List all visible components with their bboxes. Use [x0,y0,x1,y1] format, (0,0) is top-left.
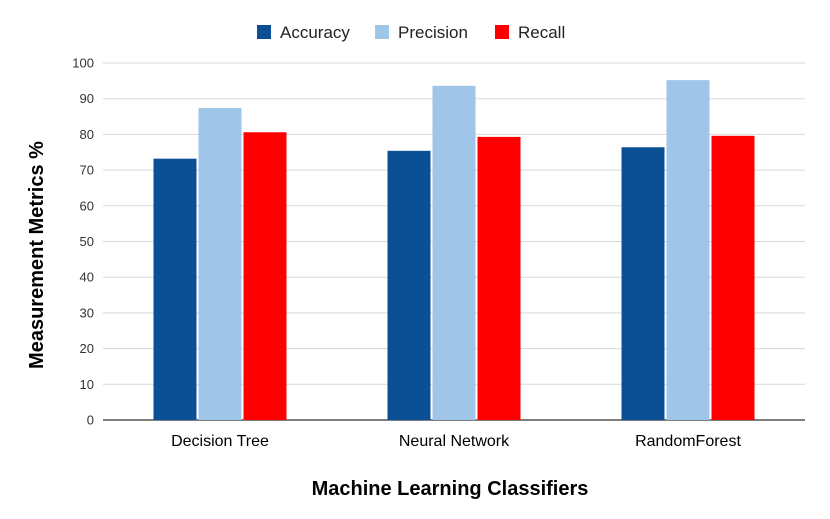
x-tick-label: Neural Network [399,433,510,450]
legend-swatch-recall [495,25,509,39]
y-tick-label: 100 [72,56,94,71]
legend-swatch-precision [375,25,389,39]
x-tick-label: Decision Tree [171,433,269,450]
bar-accuracy-1 [387,150,431,420]
y-tick-label: 70 [80,163,94,178]
y-tick-label: 0 [87,413,94,428]
x-axis-title: Machine Learning Classifiers [312,478,589,500]
y-axis-ticks: 0 10 20 30 40 50 60 70 80 90 100 [72,56,94,428]
legend: Accuracy Precision Recall [257,23,565,42]
y-tick-label: 30 [80,305,94,320]
y-tick-label: 20 [80,341,94,356]
y-tick-label: 80 [80,127,94,142]
bar-precision-2 [666,80,710,421]
legend-label-precision: Precision [398,23,468,42]
legend-label-recall: Recall [518,23,565,42]
bar-recall-1 [477,136,521,421]
x-axis-ticks: Decision Tree Neural Network RandomForest [171,433,741,450]
bar-recall-2 [711,135,755,420]
y-tick-label: 10 [80,377,94,392]
y-tick-label: 60 [80,198,94,213]
legend-label-accuracy: Accuracy [280,23,350,42]
legend-swatch-accuracy [257,25,271,39]
y-tick-label: 50 [80,234,94,249]
bar-accuracy-2 [621,147,665,420]
bars [153,80,755,421]
bar-precision-1 [432,85,476,421]
bar-precision-0 [198,107,242,421]
bar-recall-0 [243,132,287,420]
y-axis-title: Measurement Metrics % [26,141,48,369]
y-tick-label: 90 [80,91,94,106]
y-tick-label: 40 [80,270,94,285]
x-tick-label: RandomForest [635,433,741,450]
bar-accuracy-0 [153,158,197,420]
